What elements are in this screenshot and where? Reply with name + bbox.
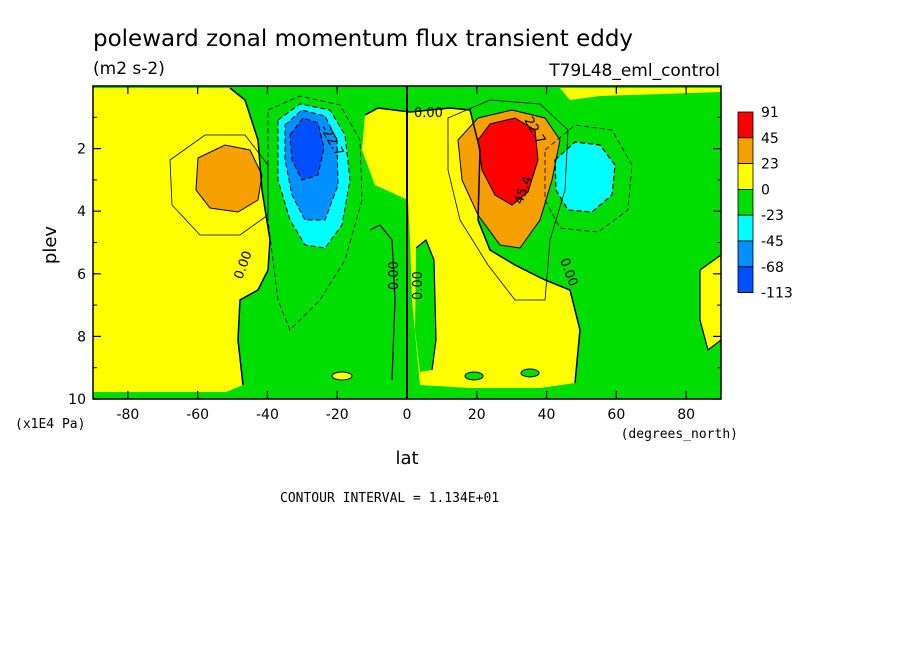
colorbar-label: 91 xyxy=(761,105,779,121)
region-positive-north-edge xyxy=(700,255,721,350)
y-tick-label: 8 xyxy=(77,329,86,345)
y-tick-label: 6 xyxy=(77,267,86,283)
colorbar-swatch xyxy=(737,137,754,165)
x-tick-label: 80 xyxy=(677,407,695,423)
colorbar-swatch xyxy=(737,214,754,242)
region-green-equator xyxy=(366,225,395,385)
region-green-eq-north xyxy=(415,240,436,372)
x-axis: -80 -60 -40 -20 0 20 40 60 80 xyxy=(116,86,695,423)
x-tick-label: 40 xyxy=(538,407,556,423)
colorbar-label: -113 xyxy=(761,286,793,302)
colorbar-swatch xyxy=(737,188,754,216)
contour-interval: CONTOUR INTERVAL = 1.134E+01 xyxy=(280,491,499,506)
contour-label: 0.00 xyxy=(411,271,426,300)
contour-lines xyxy=(169,86,721,399)
y-tick-label: 4 xyxy=(77,204,86,220)
y-tick-label: 10 xyxy=(68,392,86,408)
chart-units: (m2 s-2) xyxy=(93,59,165,79)
region-pos-north-45 xyxy=(478,118,538,205)
region-neg-north-23 xyxy=(555,142,615,212)
x-units: (degrees_north) xyxy=(621,427,738,442)
colorbar-label: -68 xyxy=(761,260,784,276)
colorbar-label: 23 xyxy=(761,157,779,173)
y-units: (x1E4 Pa) xyxy=(15,417,85,432)
island-1 xyxy=(331,371,353,381)
island-2 xyxy=(464,371,484,381)
colorbar-label: 0 xyxy=(761,182,770,198)
colorbar: 91 45 23 0 -23 -45 -68 -113 xyxy=(737,105,793,302)
x-tick-label: -60 xyxy=(186,407,209,423)
plot-area: 0.00 22.7 -22.7 45.4 0.00 0.00 0.00 0.00 xyxy=(93,86,721,399)
run-label: T79L48_eml_control xyxy=(548,61,720,81)
x-tick-label: 20 xyxy=(468,407,486,423)
colorbar-swatch xyxy=(737,163,754,190)
contour-label: 0.00 xyxy=(414,106,443,121)
colorbar-swatch xyxy=(737,266,754,293)
island-3 xyxy=(520,368,540,378)
colorbar-swatch xyxy=(737,240,754,268)
chart-title: poleward zonal momentum flux transient e… xyxy=(93,26,633,52)
contour-label: 0.00 xyxy=(387,261,402,290)
x-tick-label: -80 xyxy=(116,407,139,423)
colorbar-label: 45 xyxy=(761,131,779,147)
colorbar-label: -45 xyxy=(761,234,784,250)
y-axis: 2 4 6 8 10 xyxy=(68,116,721,408)
y-axis-label: plev xyxy=(40,226,61,265)
colorbar-label: -23 xyxy=(761,208,784,224)
x-axis-label: lat xyxy=(395,448,418,469)
x-tick-label: -20 xyxy=(326,407,349,423)
colorbar-swatch xyxy=(737,111,754,139)
x-tick-label: 0 xyxy=(403,407,412,423)
x-tick-label: -40 xyxy=(256,407,279,423)
region-neg-south-68 xyxy=(290,118,324,180)
region-pos-south-23 xyxy=(196,145,262,212)
x-tick-label: 60 xyxy=(607,407,625,423)
region-positive-north-top xyxy=(560,88,721,100)
y-tick-label: 2 xyxy=(77,142,86,158)
